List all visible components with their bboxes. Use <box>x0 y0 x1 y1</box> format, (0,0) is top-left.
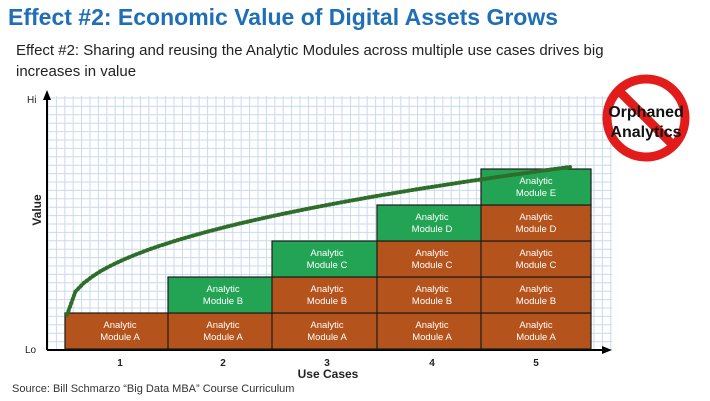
module-block-label: Module C <box>412 260 453 271</box>
y-axis-bottom-label: Lo <box>25 345 37 356</box>
module-block-label: Module A <box>516 332 556 343</box>
page-title: Effect #2: Economic Value of Digital Ass… <box>8 4 559 30</box>
module-block-rect <box>376 312 488 350</box>
module-block-rect <box>271 312 383 350</box>
module-block-rect <box>480 276 592 314</box>
module-block-label: Module B <box>516 296 556 307</box>
x-tick-label: 4 <box>429 358 435 369</box>
module-block-label: Module B <box>412 296 452 307</box>
axes: Hi Lo Value Use Cases <box>25 90 612 381</box>
x-tick-label: 5 <box>533 358 539 369</box>
module-block-label: Analytic <box>206 320 240 331</box>
module-block-rect <box>167 312 279 350</box>
module-block-label: Module C <box>307 260 348 271</box>
module-block-label: Module B <box>203 296 243 307</box>
module-block-label: Module D <box>516 224 557 235</box>
no-symbol-slash <box>615 87 677 149</box>
module-block-label: Module B <box>307 296 347 307</box>
module-block-label: Analytic <box>103 320 137 331</box>
module-block-label: Analytic <box>519 176 553 187</box>
module-block-rect <box>167 276 279 314</box>
y-axis-title: Value <box>30 194 44 226</box>
module-block-label: Module A <box>203 332 243 343</box>
x-tick-label: 1 <box>117 358 123 369</box>
module-block-rect <box>271 240 383 278</box>
no-symbol-icon <box>602 74 690 162</box>
value-growth-curve <box>65 165 572 317</box>
x-tick-label: 2 <box>220 358 226 369</box>
module-block-label: Module A <box>307 332 347 343</box>
x-axis-arrow-icon <box>602 346 612 354</box>
badge-text-line2: Analytics <box>610 124 681 141</box>
module-block-rect <box>480 168 592 206</box>
module-block-label: Module E <box>516 188 556 199</box>
y-axis-arrow-icon <box>43 90 51 100</box>
x-tick-label: 3 <box>324 358 330 369</box>
module-block-label: Analytic <box>519 212 553 223</box>
module-block-label: Analytic <box>519 248 553 259</box>
module-block-label: Analytic <box>519 284 553 295</box>
module-block-rect <box>480 204 592 242</box>
module-block-label: Module C <box>516 260 557 271</box>
module-block-label: Analytic <box>415 284 449 295</box>
module-block-label: Analytic <box>206 284 240 295</box>
module-block-label: Module A <box>100 332 140 343</box>
orphaned-analytics-badge: Orphaned Analytics <box>602 74 690 162</box>
module-block-rect <box>480 312 592 350</box>
module-block-label: Analytic <box>415 248 449 259</box>
module-block-label: Analytic <box>415 320 449 331</box>
x-axis-title: Use Cases <box>298 367 359 381</box>
y-axis-top-label: Hi <box>27 95 36 106</box>
module-block-rect <box>376 240 488 278</box>
module-block-label: Module A <box>412 332 452 343</box>
badge-text-line1: Orphaned <box>608 104 684 121</box>
source-citation: Source: Bill Schmarzo “Big Data MBA” Cou… <box>12 383 295 395</box>
module-block-label: Module D <box>412 224 453 235</box>
module-block-label: Analytic <box>519 320 553 331</box>
module-block-rect <box>271 276 383 314</box>
module-block-rect <box>376 276 488 314</box>
module-block-rect <box>376 204 488 242</box>
x-tick-labels: 1 2 3 4 5 <box>117 358 539 369</box>
module-block-label: Analytic <box>415 212 449 223</box>
module-block-rect <box>64 312 176 350</box>
page-subtitle: Effect #2: Sharing and reusing the Analy… <box>16 42 604 80</box>
module-block-label: Analytic <box>310 320 344 331</box>
module-block-rect <box>480 240 592 278</box>
module-block-label: Analytic <box>310 248 344 259</box>
module-block-label: Analytic <box>310 284 344 295</box>
